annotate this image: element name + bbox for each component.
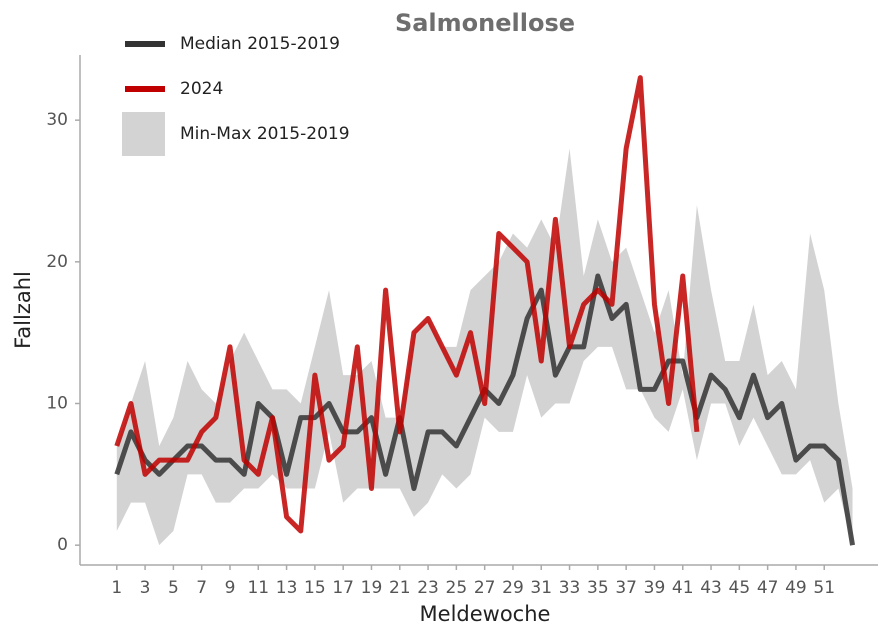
x-tick-label: 45 [729, 578, 751, 598]
x-tick-label: 1 [111, 578, 122, 598]
x-tick-label: 17 [332, 578, 354, 598]
legend-label: Min-Max 2015-2019 [180, 124, 350, 144]
x-tick-label: 3 [140, 578, 151, 598]
x-tick-label: 47 [757, 578, 779, 598]
x-tick-label: 43 [700, 578, 722, 598]
x-tick-label: 15 [304, 578, 326, 598]
x-tick-label: 29 [502, 578, 524, 598]
x-tick-label: 27 [474, 578, 496, 598]
y-tick-label: 0 [57, 535, 68, 555]
x-tick-label: 49 [785, 578, 807, 598]
x-tick-label: 37 [615, 578, 637, 598]
x-tick-label: 41 [672, 578, 694, 598]
y-axis-label: Fallzahl [11, 271, 35, 349]
legend-label: 2024 [180, 79, 223, 99]
x-axis-label: Meldewoche [420, 602, 551, 626]
y-tick-label: 20 [46, 252, 68, 272]
legend-swatch [122, 112, 165, 156]
y-tick-label: 10 [46, 394, 68, 414]
x-tick-label: 21 [389, 578, 411, 598]
x-tick-label: 11 [247, 578, 269, 598]
x-tick-label: 33 [559, 578, 581, 598]
x-tick-label: 9 [225, 578, 236, 598]
x-tick-label: 25 [446, 578, 468, 598]
x-tick-label: 23 [417, 578, 439, 598]
x-tick-label: 19 [361, 578, 383, 598]
x-tick-label: 31 [530, 578, 552, 598]
series-line [114, 75, 700, 534]
x-tick-label: 35 [587, 578, 609, 598]
x-tick-label: 51 [813, 578, 835, 598]
min-max-band [116, 148, 853, 546]
y-tick-label: 30 [46, 110, 68, 130]
x-tick-label: 39 [644, 578, 666, 598]
x-tick-label: 7 [196, 578, 207, 598]
chart-title: Salmonellose [395, 9, 575, 37]
legend-label: Median 2015-2019 [180, 34, 340, 54]
x-tick-label: 5 [168, 578, 179, 598]
x-tick-label: 13 [276, 578, 298, 598]
